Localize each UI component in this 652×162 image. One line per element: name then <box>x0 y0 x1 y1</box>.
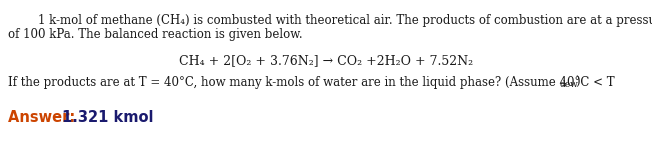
Text: dew: dew <box>559 80 578 89</box>
Text: CH₄ + 2[O₂ + 3.76N₂] → CO₂ +2H₂O + 7.52N₂: CH₄ + 2[O₂ + 3.76N₂] → CO₂ +2H₂O + 7.52N… <box>179 54 473 67</box>
Text: Answer:: Answer: <box>8 110 80 125</box>
Text: of 100 kPa. The balanced reaction is given below.: of 100 kPa. The balanced reaction is giv… <box>8 28 303 41</box>
Text: ): ) <box>575 76 580 89</box>
Text: 1.321 kmol: 1.321 kmol <box>62 110 153 125</box>
Text: If the products are at Τ = 40°C, how many k-mols of water are in the liquid phas: If the products are at Τ = 40°C, how man… <box>8 76 615 89</box>
Text: 1 k-mol of methane (CH₄) is combusted with theoretical air. The products of comb: 1 k-mol of methane (CH₄) is combusted wi… <box>8 14 652 27</box>
